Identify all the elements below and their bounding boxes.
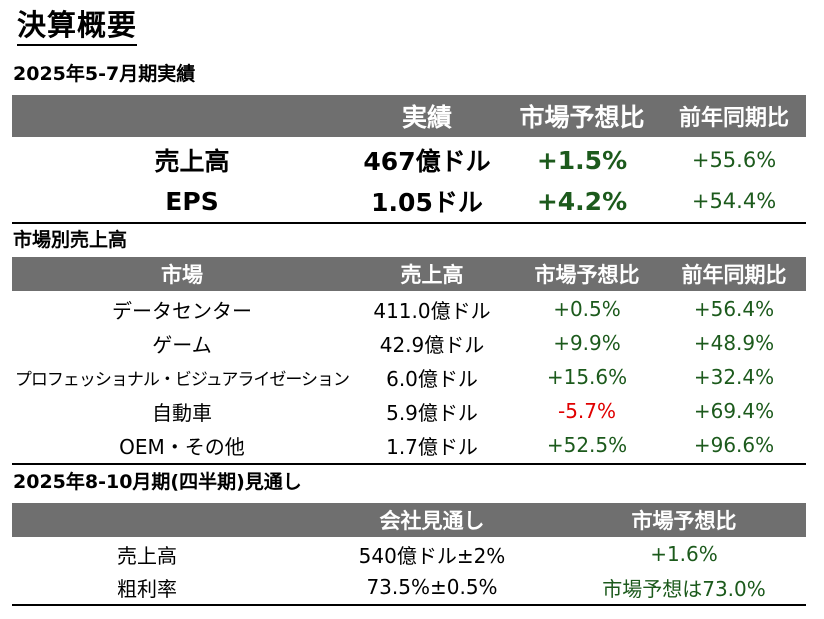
summary-divider <box>12 222 806 224</box>
segment-market: OEM・その他 <box>119 434 245 459</box>
segment-revenue: 6.0億ドル <box>386 366 478 391</box>
segment-revenue: 42.9億ドル <box>379 332 485 357</box>
outlook-heading: 2025年8-10月期(四半期)見通し <box>13 471 302 493</box>
segment-market: 自動車 <box>152 400 212 425</box>
segment-row: プロフェッショナル・ビジュアライゼーション 6.0億ドル +15.6% +32.… <box>12 360 806 394</box>
segment-revenue: 5.9億ドル <box>386 400 478 425</box>
segment-vs-estimate: +52.5% <box>546 433 628 457</box>
summary-row: EPS 1.05ドル +4.2% +54.4% <box>12 181 806 221</box>
summary-row: 売上高 467億ドル +1.5% +55.6% <box>12 140 806 180</box>
segments-heading: 市場別売上高 <box>13 229 128 251</box>
segment-row: データセンター 411.0億ドル +0.5% +56.4% <box>12 292 806 326</box>
page-title: 決算概要 <box>17 6 138 46</box>
segment-vs-estimate: +0.5% <box>553 297 621 321</box>
outlook-header-vs-estimate: 市場予想比 <box>631 509 737 533</box>
summary-heading: 2025年5-7月期実績 <box>13 63 196 85</box>
segment-vs-estimate: +15.6% <box>546 365 628 389</box>
summary-row-actual: 467億ドル <box>363 147 491 176</box>
segment-row: OEM・その他 1.7億ドル +52.5% +96.6% <box>12 428 806 462</box>
segment-yoy: +56.4% <box>693 297 775 321</box>
segment-yoy: +96.6% <box>693 433 775 457</box>
outlook-label: 売上高 <box>117 543 177 568</box>
segment-vs-estimate: +9.9% <box>553 331 621 355</box>
summary-header-bar: 実績 市場予想比 前年同期比 <box>12 95 806 137</box>
segment-market: ゲーム <box>152 332 212 357</box>
segments-header-revenue: 売上高 <box>400 263 464 287</box>
segments-header-vs-estimate: 市場予想比 <box>534 263 640 287</box>
summary-header-actual: 実績 <box>401 103 452 132</box>
segment-market: データセンター <box>112 298 252 323</box>
outlook-vs-estimate: +1.6% <box>650 542 718 566</box>
summary-row-vs-estimate: +4.2% <box>536 186 628 216</box>
segment-row: 自動車 5.9億ドル -5.7% +69.4% <box>12 394 806 428</box>
summary-header-vs-estimate: 市場予想比 <box>519 103 645 132</box>
segments-header-yoy: 前年同期比 <box>681 263 787 287</box>
segment-revenue: 411.0億ドル <box>373 298 491 323</box>
segment-yoy: +48.9% <box>693 331 775 355</box>
summary-row-label: 売上高 <box>154 147 230 176</box>
segment-yoy: +32.4% <box>693 365 775 389</box>
summary-row-yoy: +55.6% <box>691 148 777 172</box>
outlook-divider <box>12 604 806 606</box>
summary-row-vs-estimate: +1.5% <box>536 145 628 175</box>
segment-row: ゲーム 42.9億ドル +9.9% +48.9% <box>12 326 806 360</box>
segments-header-market: 市場 <box>161 263 203 287</box>
outlook-row: 粗利率 73.5%±0.5% 市場予想は73.0% <box>12 571 806 603</box>
outlook-header-bar: 会社見通し 市場予想比 <box>12 503 806 537</box>
summary-header-yoy: 前年同期比 <box>678 106 789 131</box>
summary-row-label: EPS <box>165 186 219 216</box>
outlook-vs-estimate: 市場予想は73.0% <box>602 576 766 601</box>
segment-vs-estimate: -5.7% <box>557 399 617 423</box>
segment-market: プロフェッショナル・ビジュアライゼーション <box>14 369 350 390</box>
outlook-row: 売上高 540億ドル±2% +1.6% <box>12 538 806 570</box>
segments-divider <box>12 463 806 465</box>
segment-yoy: +69.4% <box>693 399 775 423</box>
outlook-guidance: 540億ドル±2% <box>358 543 506 568</box>
outlook-guidance: 73.5%±0.5% <box>366 575 498 599</box>
summary-row-yoy: +54.4% <box>691 189 777 213</box>
segment-revenue: 1.7億ドル <box>386 434 478 459</box>
segments-header-bar: 市場 売上高 市場予想比 前年同期比 <box>12 257 806 291</box>
outlook-label: 粗利率 <box>117 576 177 601</box>
summary-row-actual: 1.05ドル <box>371 188 483 217</box>
outlook-header-guidance: 会社見通し <box>379 509 485 533</box>
